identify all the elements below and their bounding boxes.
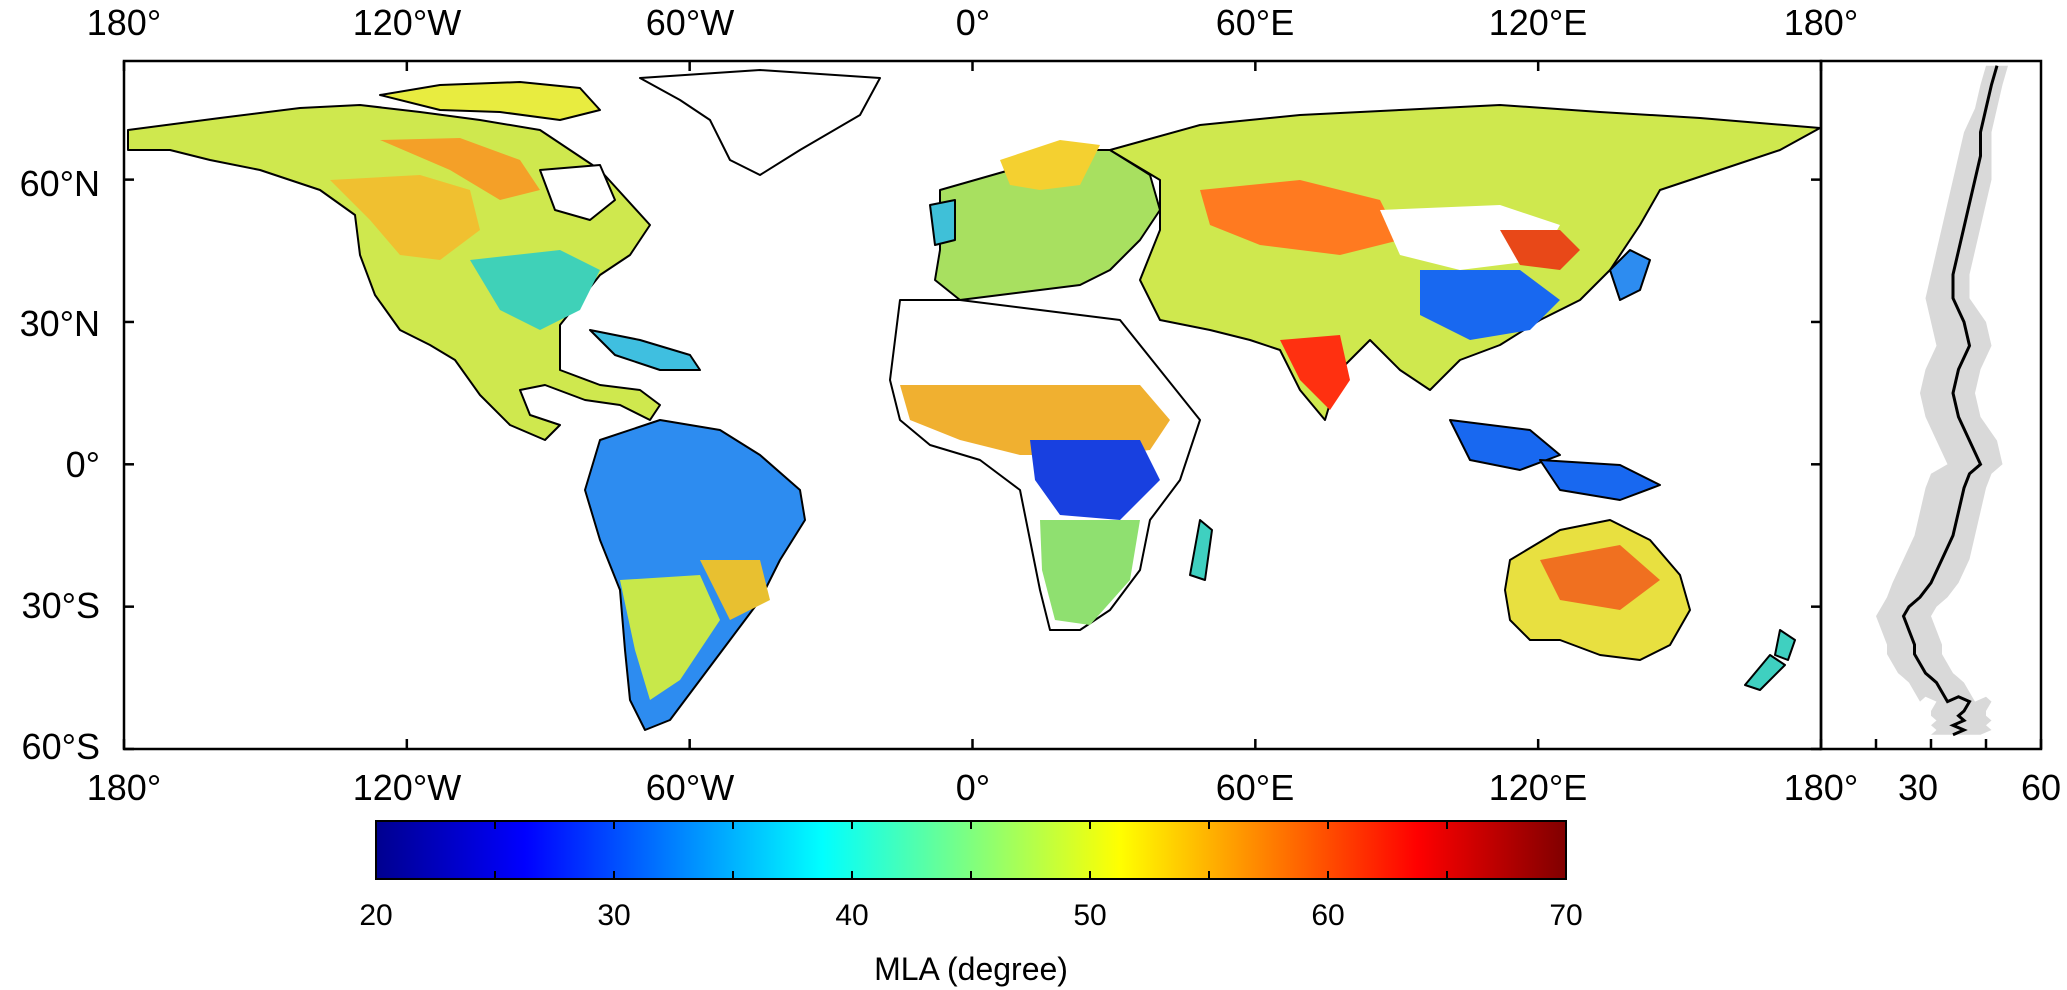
lat-label: 30°N <box>20 303 100 344</box>
lon-label-bottom: 60°W <box>646 767 734 808</box>
lon-label-top: 120°E <box>1489 2 1587 43</box>
profile-x-label: 60 <box>2021 767 2061 808</box>
lon-label-bottom: 0° <box>956 767 990 808</box>
colorbar-tick-label: 70 <box>1549 899 1582 932</box>
colorbar-tick-label: 20 <box>359 899 392 932</box>
lon-label-top: 0° <box>956 2 990 43</box>
profile-mean-line <box>1901 65 1999 737</box>
lon-label-bottom: 180° <box>87 767 161 808</box>
lon-label-top: 60°W <box>646 2 734 43</box>
lon-label-bottom: 120°W <box>353 767 461 808</box>
lon-label-top: 120°W <box>353 2 461 43</box>
lon-axis-bottom: 180° 120°W 60°W 0° 60°E 120°E 180° <box>87 767 1858 808</box>
latitude-profile: 30 60 <box>1819 59 2061 808</box>
lat-axis: 60°N 30°N 0° 30°S 60°S <box>20 163 100 767</box>
lon-label-top: 180° <box>1784 2 1858 43</box>
colorbar-tick-label: 50 <box>1073 899 1106 932</box>
lat-label: 60°N <box>20 163 100 204</box>
lon-label-bottom: 180° <box>1784 767 1858 808</box>
world-map: 180° 120°W 60°W 0° 60°E 120°E 180° 180° … <box>20 2 1859 808</box>
lon-label-top: 60°E <box>1216 2 1294 43</box>
lon-label-bottom: 120°E <box>1489 767 1587 808</box>
greenland <box>639 69 881 176</box>
lat-label: 30°S <box>22 585 100 626</box>
colorbar: 20 30 40 50 60 70 MLA (degree) <box>359 820 1583 987</box>
profile-x-label: 30 <box>1898 767 1938 808</box>
colorbar-tick-label: 40 <box>835 899 868 932</box>
colorbar-title: MLA (degree) <box>874 951 1068 987</box>
lat-label: 0° <box>66 444 100 485</box>
colorbar-gradient <box>375 820 1567 880</box>
lon-label-top: 180° <box>87 2 161 43</box>
colorbar-tick-label: 30 <box>597 899 630 932</box>
lon-axis-top: 180° 120°W 60°W 0° 60°E 120°E 180° <box>87 2 1858 43</box>
lat-label: 60°S <box>22 726 100 767</box>
colorbar-tick-label: 60 <box>1311 899 1344 932</box>
profile-spread-band <box>1876 65 2008 735</box>
lon-label-bottom: 60°E <box>1216 767 1294 808</box>
